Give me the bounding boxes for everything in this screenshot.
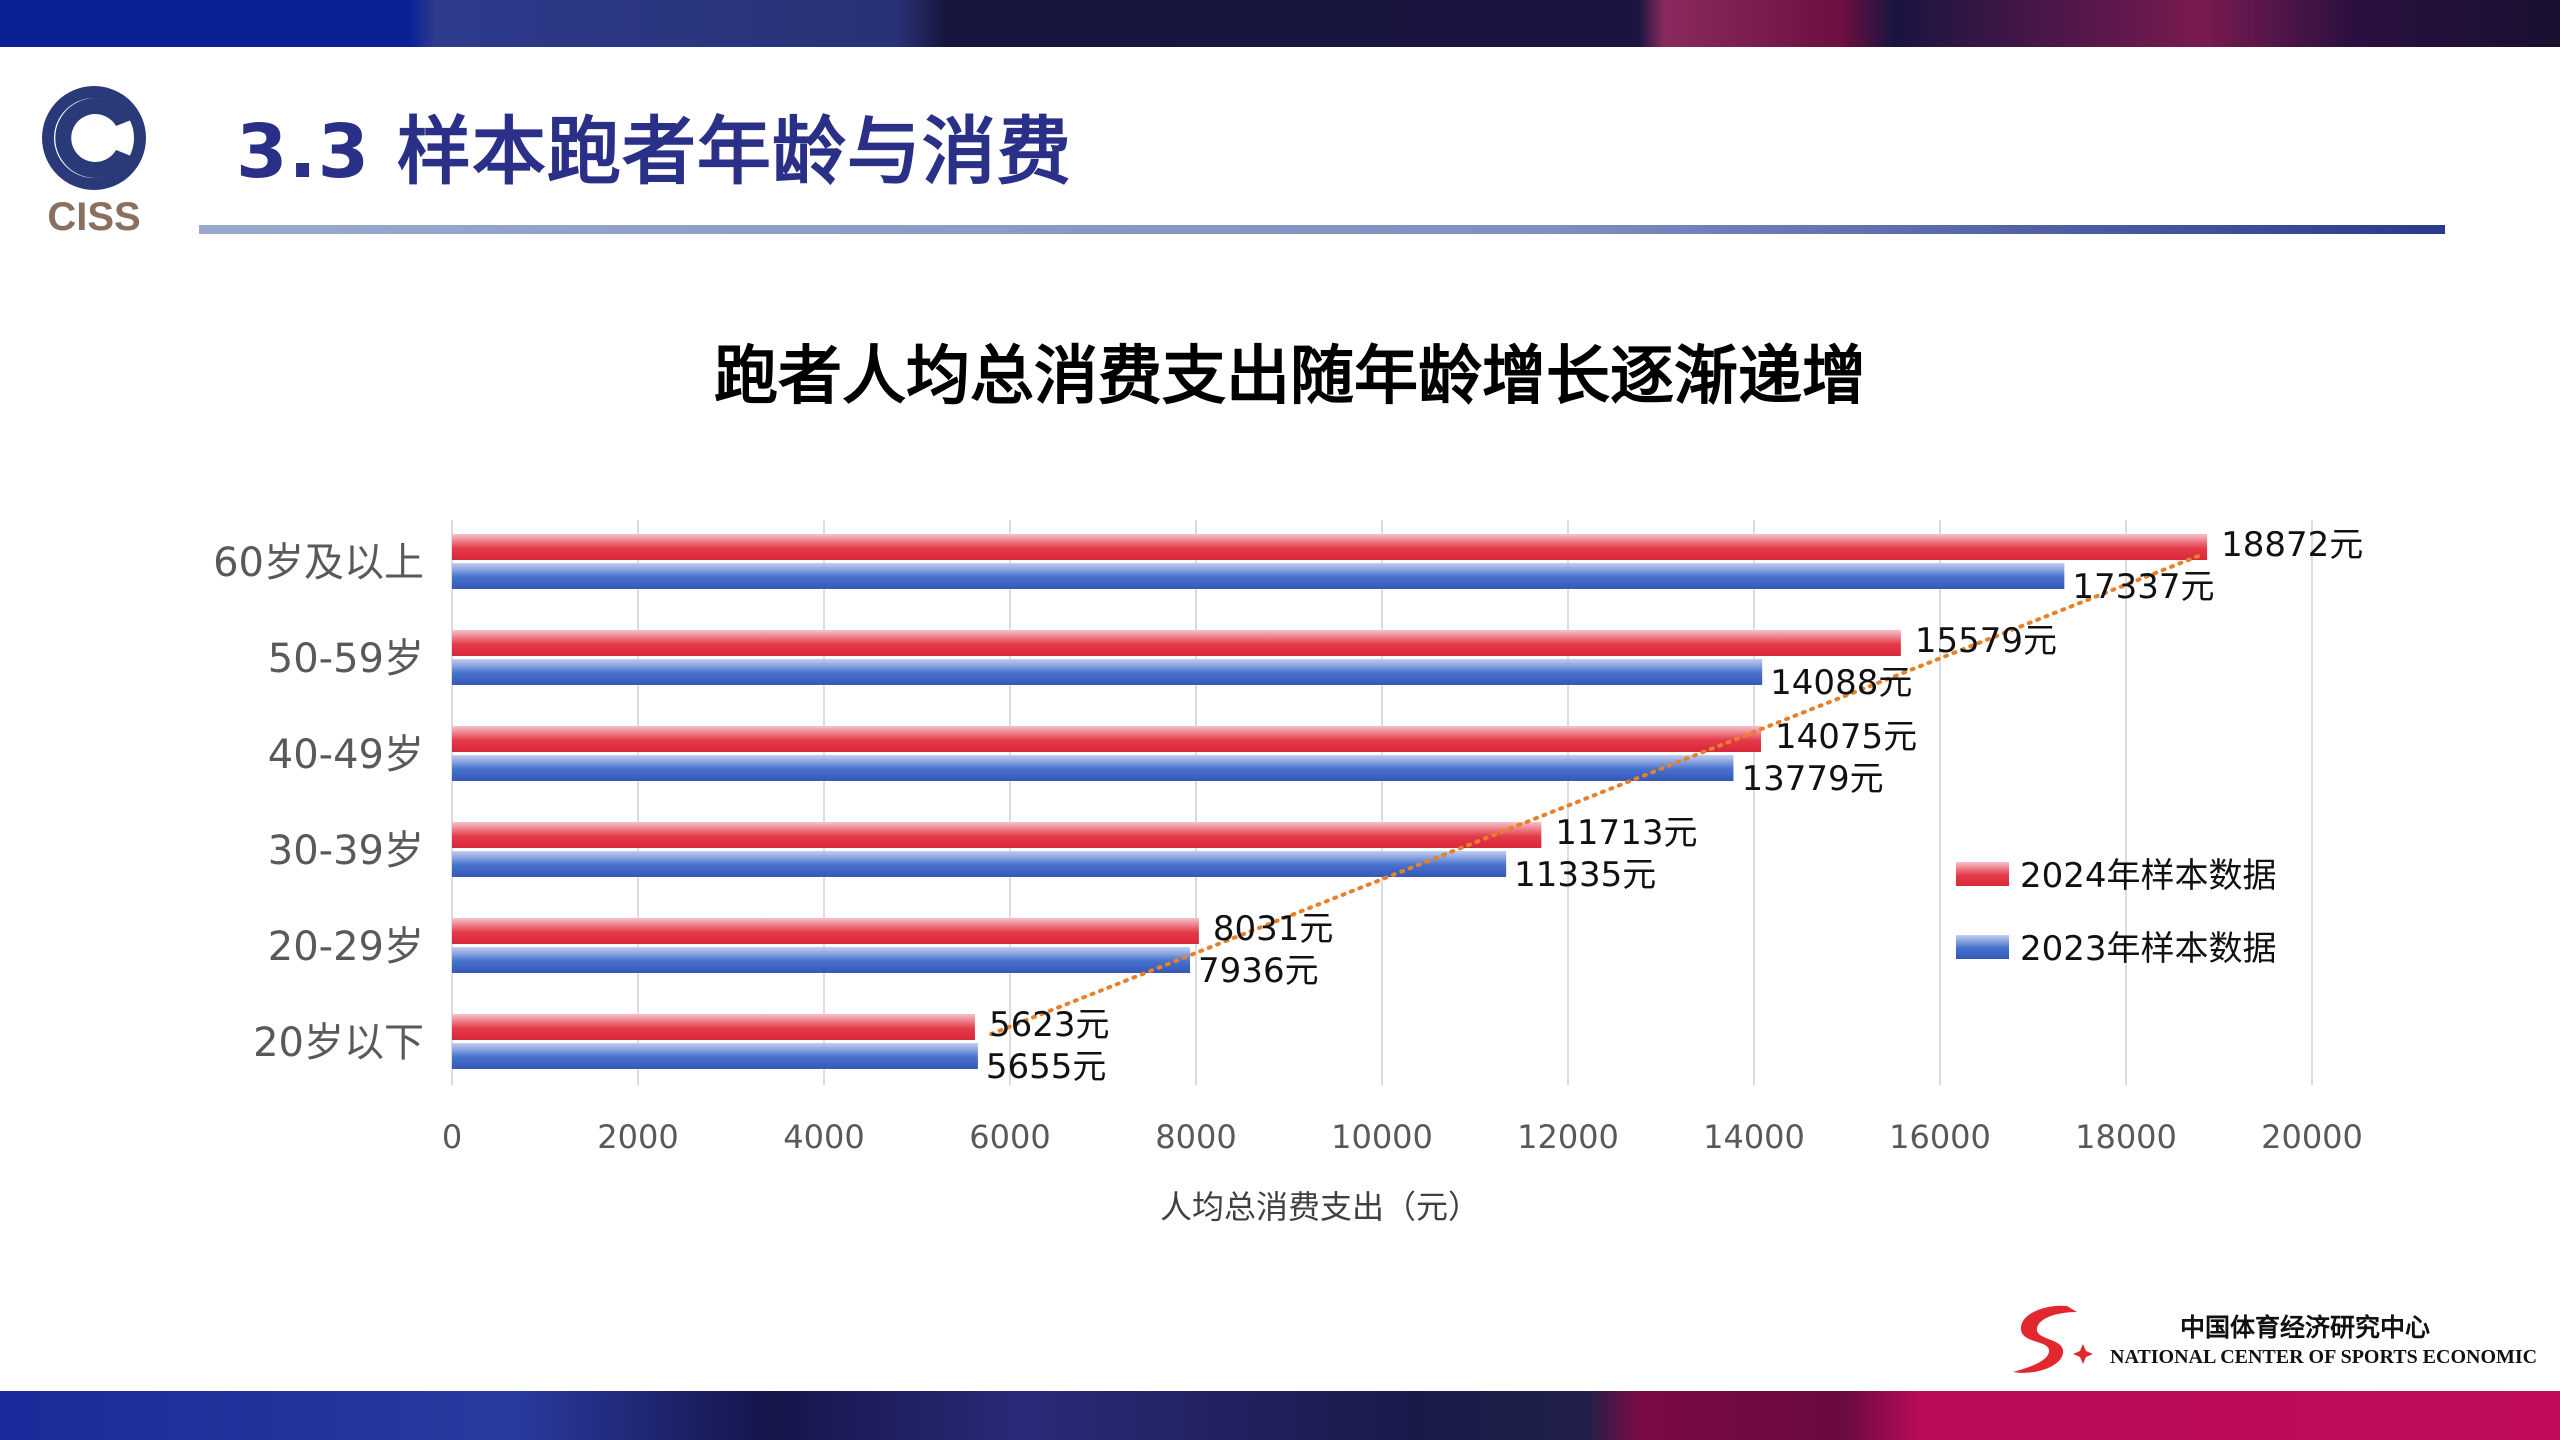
legend-label: 2024年样本数据 (2020, 856, 2277, 896)
x-tick-label: 18000 (2075, 1118, 2177, 1156)
footer-org-cn: 中国体育经济研究中心 (2180, 1313, 2431, 1342)
x-tick-label: 0 (442, 1118, 462, 1156)
data-label: 8031元 (1213, 909, 1334, 949)
y-category-label: 30-39岁 (268, 828, 424, 874)
footer-org-en: NATIONAL CENTER OF SPORTS ECONOMIC (2110, 1346, 2538, 1368)
bar-2024 (452, 1014, 975, 1040)
bar-2023 (452, 851, 1507, 877)
data-label: 5623元 (989, 1005, 1110, 1045)
ncse-logo-icon (2013, 1305, 2093, 1373)
legend-label: 2023年样本数据 (2020, 929, 2277, 969)
ciss-logo: CISS (42, 86, 146, 239)
title-underline (199, 225, 2445, 234)
x-tick-label: 14000 (1703, 1118, 1805, 1156)
y-category-label: 20-29岁 (268, 924, 424, 970)
data-label: 14088元 (1770, 663, 1912, 703)
x-tick-label: 10000 (1331, 1118, 1433, 1156)
y-category-label: 40-49岁 (268, 732, 424, 778)
x-tick-label: 12000 (1517, 1118, 1619, 1156)
chart-title: 跑者人均总消费支出随年龄增长逐渐递增 (714, 340, 1866, 414)
data-label: 13779元 (1741, 759, 1883, 799)
data-label: 11335元 (1514, 855, 1656, 895)
bar-2023 (452, 563, 2065, 589)
top-decor-band (0, 0, 2560, 47)
data-label: 15579元 (1915, 621, 2057, 661)
bar-2023 (452, 659, 1763, 685)
x-tick-label: 20000 (2261, 1118, 2363, 1156)
page-title: 3.3 样本跑者年龄与消费 (236, 109, 1072, 195)
legend-swatch-2024 (1956, 862, 2009, 886)
x-tick-label: 4000 (783, 1118, 864, 1156)
data-label: 17337元 (2072, 567, 2214, 607)
x-tick-label: 6000 (969, 1118, 1050, 1156)
x-tick-label: 2000 (597, 1118, 678, 1156)
legend-swatch-2023 (1956, 935, 2009, 959)
bar-2024 (452, 822, 1542, 848)
x-tick-label: 16000 (1889, 1118, 1991, 1156)
data-label: 7936元 (1198, 951, 1319, 991)
x-axis-title: 人均总消费支出（元） (1160, 1188, 1480, 1226)
trendline (989, 552, 2206, 1036)
bar-2024 (452, 918, 1199, 944)
data-label: 11713元 (1555, 813, 1697, 853)
bar-2024 (452, 726, 1761, 752)
y-category-label: 60岁及以上 (213, 540, 424, 586)
logo-text: CISS (47, 195, 140, 239)
data-label: 18872元 (2221, 525, 2363, 565)
data-label: 5655元 (986, 1047, 1107, 1087)
bar-2023 (452, 755, 1734, 781)
x-tick-label: 8000 (1155, 1118, 1236, 1156)
bar-2023 (452, 947, 1191, 973)
bar-2023 (452, 1043, 978, 1069)
bar-2024 (452, 534, 2208, 560)
y-category-label: 50-59岁 (268, 636, 424, 682)
bar-2024 (452, 630, 1901, 656)
data-label: 14075元 (1775, 717, 1917, 757)
bottom-decor-band (0, 1391, 2560, 1440)
y-category-label: 20岁以下 (253, 1020, 424, 1066)
